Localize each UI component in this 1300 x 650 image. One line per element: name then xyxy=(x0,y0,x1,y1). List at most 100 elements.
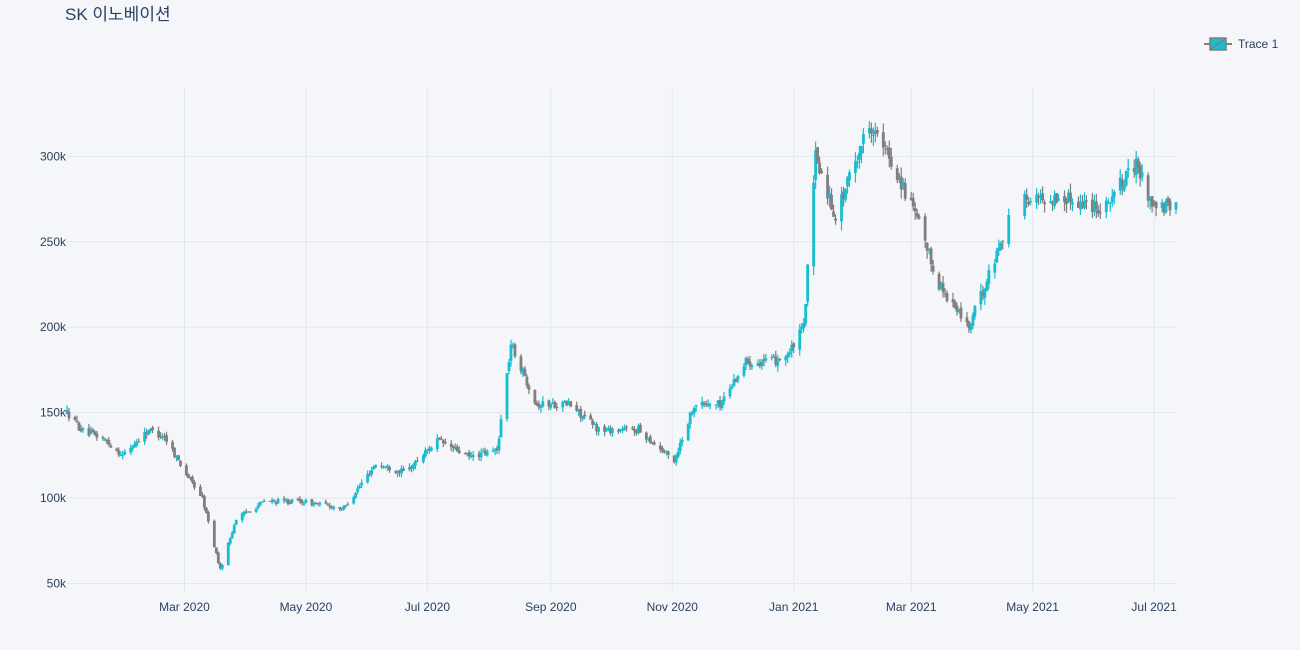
candle-decreasing[interactable] xyxy=(967,320,971,333)
candle-increasing[interactable] xyxy=(234,519,238,526)
candle-decreasing[interactable] xyxy=(206,510,210,524)
candle-increasing[interactable] xyxy=(254,507,258,514)
candle-decreasing[interactable] xyxy=(658,442,662,453)
candle-decreasing[interactable] xyxy=(589,413,593,421)
candle-decreasing[interactable] xyxy=(316,502,320,506)
candle-increasing[interactable] xyxy=(597,426,601,436)
candle-decreasing[interactable] xyxy=(635,428,638,436)
candle-decreasing[interactable] xyxy=(1065,197,1068,213)
candle-increasing[interactable] xyxy=(873,122,877,143)
candle-increasing[interactable] xyxy=(744,356,748,371)
candle-decreasing[interactable] xyxy=(427,445,431,454)
candle-increasing[interactable] xyxy=(453,443,457,451)
candle-decreasing[interactable] xyxy=(77,421,81,431)
candle-increasing[interactable] xyxy=(776,354,780,372)
candle-increasing[interactable] xyxy=(276,497,280,505)
candle-decreasing[interactable] xyxy=(923,213,927,249)
candle-increasing[interactable] xyxy=(927,248,931,255)
candle-decreasing[interactable] xyxy=(704,400,708,407)
candle-decreasing[interactable] xyxy=(931,260,935,275)
candle-increasing[interactable] xyxy=(858,145,861,169)
candle-decreasing[interactable] xyxy=(109,443,113,448)
candle-increasing[interactable] xyxy=(1140,164,1144,182)
candle-increasing[interactable] xyxy=(270,497,274,505)
candle-increasing[interactable] xyxy=(1106,198,1110,205)
candle-increasing[interactable] xyxy=(1118,169,1122,195)
candle-decreasing[interactable] xyxy=(955,302,959,316)
candle-increasing[interactable] xyxy=(1079,194,1082,215)
candle-decreasing[interactable] xyxy=(672,454,676,464)
candle-increasing[interactable] xyxy=(800,322,804,334)
candle-increasing[interactable] xyxy=(147,429,151,436)
candle-decreasing[interactable] xyxy=(959,302,963,322)
candle-decreasing[interactable] xyxy=(173,447,176,459)
candle-decreasing[interactable] xyxy=(410,465,413,473)
candle-decreasing[interactable] xyxy=(477,450,481,461)
candle-increasing[interactable] xyxy=(993,258,997,279)
candle-increasing[interactable] xyxy=(551,398,555,405)
candle-decreasing[interactable] xyxy=(820,168,823,174)
candle-decreasing[interactable] xyxy=(881,123,885,157)
candle-decreasing[interactable] xyxy=(187,473,190,479)
candle-increasing[interactable] xyxy=(846,176,849,194)
candle-decreasing[interactable] xyxy=(368,470,372,477)
candle-decreasing[interactable] xyxy=(941,275,945,298)
candle-increasing[interactable] xyxy=(149,428,153,434)
candle-decreasing[interactable] xyxy=(495,445,499,455)
candle-decreasing[interactable] xyxy=(439,435,443,441)
candle-decreasing[interactable] xyxy=(282,495,286,504)
candle-increasing[interactable] xyxy=(637,423,640,435)
candle-increasing[interactable] xyxy=(714,404,718,410)
candle-increasing[interactable] xyxy=(812,175,816,276)
candle-decreasing[interactable] xyxy=(778,358,782,362)
candle-increasing[interactable] xyxy=(356,485,360,495)
candle-increasing[interactable] xyxy=(412,463,415,472)
candle-decreasing[interactable] xyxy=(330,505,334,510)
candle-decreasing[interactable] xyxy=(758,358,762,369)
candle-decreasing[interactable] xyxy=(897,173,901,183)
candle-increasing[interactable] xyxy=(268,500,272,503)
candle-increasing[interactable] xyxy=(742,363,746,378)
candle-increasing[interactable] xyxy=(509,339,513,367)
candle-increasing[interactable] xyxy=(567,398,571,406)
candle-decreasing[interactable] xyxy=(553,400,557,409)
candle-decreasing[interactable] xyxy=(943,288,947,298)
candle-decreasing[interactable] xyxy=(792,342,796,354)
candle-decreasing[interactable] xyxy=(274,501,278,507)
candle-decreasing[interactable] xyxy=(193,480,196,490)
candle-decreasing[interactable] xyxy=(617,428,620,434)
candle-increasing[interactable] xyxy=(979,283,983,311)
candle-decreasing[interactable] xyxy=(443,438,447,445)
candle-decreasing[interactable] xyxy=(1136,156,1140,174)
candle-decreasing[interactable] xyxy=(746,356,750,365)
candle-decreasing[interactable] xyxy=(73,415,77,421)
candle-increasing[interactable] xyxy=(577,409,581,416)
candle-decreasing[interactable] xyxy=(1037,192,1041,205)
candle-increasing[interactable] xyxy=(408,463,411,472)
candle-increasing[interactable] xyxy=(429,446,433,452)
candle-decreasing[interactable] xyxy=(298,496,302,504)
candle-decreasing[interactable] xyxy=(895,164,899,184)
candle-decreasing[interactable] xyxy=(394,470,397,474)
candle-increasing[interactable] xyxy=(700,396,704,409)
candle-increasing[interactable] xyxy=(304,498,308,504)
candle-decreasing[interactable] xyxy=(455,444,459,453)
candle-decreasing[interactable] xyxy=(951,292,955,308)
candle-increasing[interactable] xyxy=(372,465,376,470)
candle-decreasing[interactable] xyxy=(262,499,266,502)
candle-decreasing[interactable] xyxy=(398,469,401,477)
candle-decreasing[interactable] xyxy=(300,498,304,506)
candle-decreasing[interactable] xyxy=(1027,196,1031,207)
candle-increasing[interactable] xyxy=(284,497,288,503)
candle-decreasing[interactable] xyxy=(648,434,652,444)
candle-increasing[interactable] xyxy=(131,445,135,452)
candle-increasing[interactable] xyxy=(491,447,495,453)
candle-increasing[interactable] xyxy=(1049,194,1052,204)
candle-increasing[interactable] xyxy=(736,374,740,384)
candle-decreasing[interactable] xyxy=(818,156,822,175)
candle-increasing[interactable] xyxy=(366,470,370,484)
candle-increasing[interactable] xyxy=(790,340,794,358)
candle-decreasing[interactable] xyxy=(887,140,891,168)
candle-increasing[interactable] xyxy=(607,425,610,432)
candle-increasing[interactable] xyxy=(770,354,774,361)
